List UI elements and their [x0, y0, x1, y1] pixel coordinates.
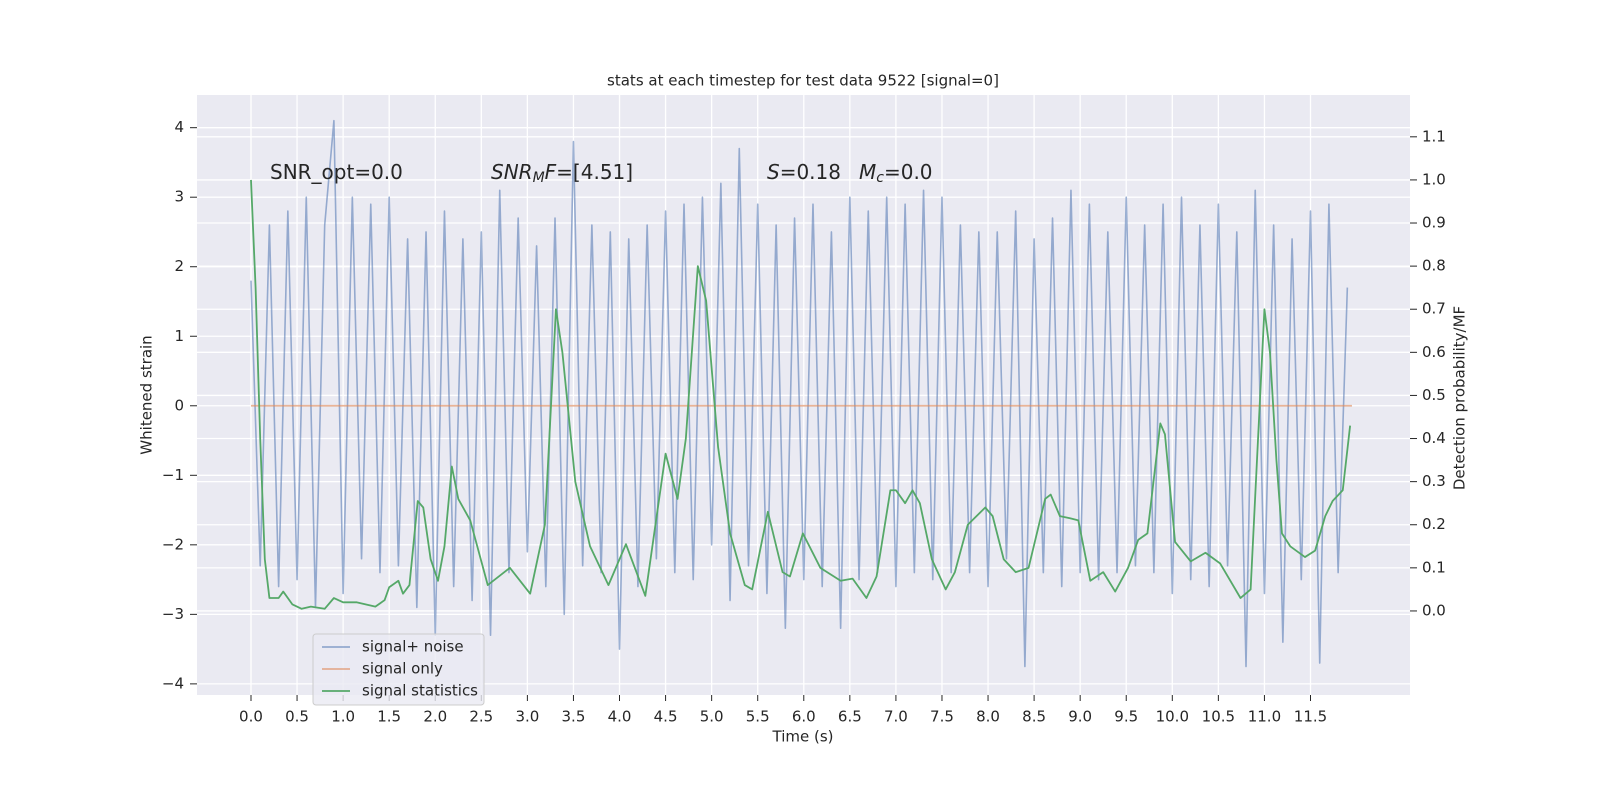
series-line [250, 179, 1352, 610]
y-tick-label: −2 [162, 535, 184, 553]
y-tick-label: 0 [174, 396, 184, 414]
y2-tick-label: 0.4 [1422, 429, 1446, 447]
y2-tick-label: 0.0 [1422, 601, 1446, 619]
y-axis-label: Whitened strain [138, 335, 156, 454]
annotation-part: F [545, 160, 557, 184]
annotation-part: =0.0 [884, 160, 933, 184]
x-tick-label: 10.5 [1202, 708, 1235, 726]
x-tick-label: 10.0 [1156, 708, 1189, 726]
annotation-part: M [859, 160, 876, 184]
y2-axis-label: Detection probability/MF [1451, 306, 1469, 490]
legend-label: signal statistics [362, 682, 478, 700]
x-tick-label: 7.0 [884, 708, 908, 726]
y-tick-label: 1 [174, 327, 184, 345]
y-tick-label: −1 [162, 466, 184, 484]
y-tick-label: −4 [162, 674, 184, 692]
x-tick-label: 5.5 [746, 708, 770, 726]
x-tick-label: 6.5 [838, 708, 862, 726]
x-tick-label: 4.0 [608, 708, 632, 726]
legend: signal+ noise signal only signal statistic… [312, 633, 485, 706]
y2-tick-label: 0.5 [1422, 386, 1446, 404]
legend-label: signal+ noise [362, 638, 464, 656]
y2-tick-label: 0.7 [1422, 300, 1446, 318]
annotation-part: S [767, 160, 780, 184]
y2-tick-label: 0.6 [1422, 343, 1446, 361]
x-tick-label: 8.5 [1022, 708, 1046, 726]
x-tick-label: 9.0 [1068, 708, 1092, 726]
annotation-part: =[4.51] [556, 160, 633, 184]
annotation-part: =0.18 [780, 160, 841, 184]
y2-tick-label: 0.1 [1422, 558, 1446, 576]
y2-tick-label: 0.9 [1422, 214, 1446, 232]
legend-box [312, 633, 485, 706]
y2-tick-label: 0.2 [1422, 515, 1446, 533]
x-tick-label: 2.5 [469, 708, 493, 726]
y-tick-label: 2 [174, 257, 184, 275]
y2-tick-label: 0.8 [1422, 257, 1446, 275]
x-tick-label: 11.5 [1294, 708, 1327, 726]
annotation: SNRMF=[4.51] [491, 160, 633, 187]
x-tick-label: 0.0 [239, 708, 263, 726]
annotation-part: SNR [491, 160, 533, 184]
x-tick-label: 4.5 [654, 708, 678, 726]
x-tick-label: 0.5 [285, 708, 309, 726]
y-tick-label: 3 [174, 188, 184, 206]
annotation-part: c [876, 170, 884, 186]
x-tick-label: 11.0 [1248, 708, 1281, 726]
annotation: SNR_opt=0.0 [270, 160, 403, 184]
x-tick-label: 8.0 [976, 708, 1000, 726]
x-tick-label: 1.5 [377, 708, 401, 726]
annotation-part: M [533, 170, 545, 186]
x-tick-label: 9.5 [1114, 708, 1138, 726]
x-tick-label: 5.0 [700, 708, 724, 726]
x-tick-label: 2.0 [423, 708, 447, 726]
legend-label: signal only [362, 660, 443, 678]
x-axis-label: Time (s) [772, 728, 834, 746]
x-tick-label: 6.0 [792, 708, 816, 726]
y-tick-label: 4 [174, 118, 184, 136]
x-tick-label: 7.5 [930, 708, 954, 726]
chart-title: stats at each timestep for test data 952… [607, 72, 999, 90]
y2-tick-label: 1.1 [1422, 127, 1446, 145]
x-tick-label: 3.5 [562, 708, 586, 726]
y2-tick-label: 1.0 [1422, 170, 1446, 188]
annotation: Mc=0.0 [859, 160, 933, 187]
x-tick-label: 3.0 [515, 708, 539, 726]
y-tick-label: −3 [162, 605, 184, 623]
y2-tick-label: 0.3 [1422, 472, 1446, 490]
x-tick-label: 1.0 [331, 708, 355, 726]
annotation-part: SNR_opt=0.0 [270, 160, 403, 184]
annotation: S=0.18 [767, 160, 841, 184]
